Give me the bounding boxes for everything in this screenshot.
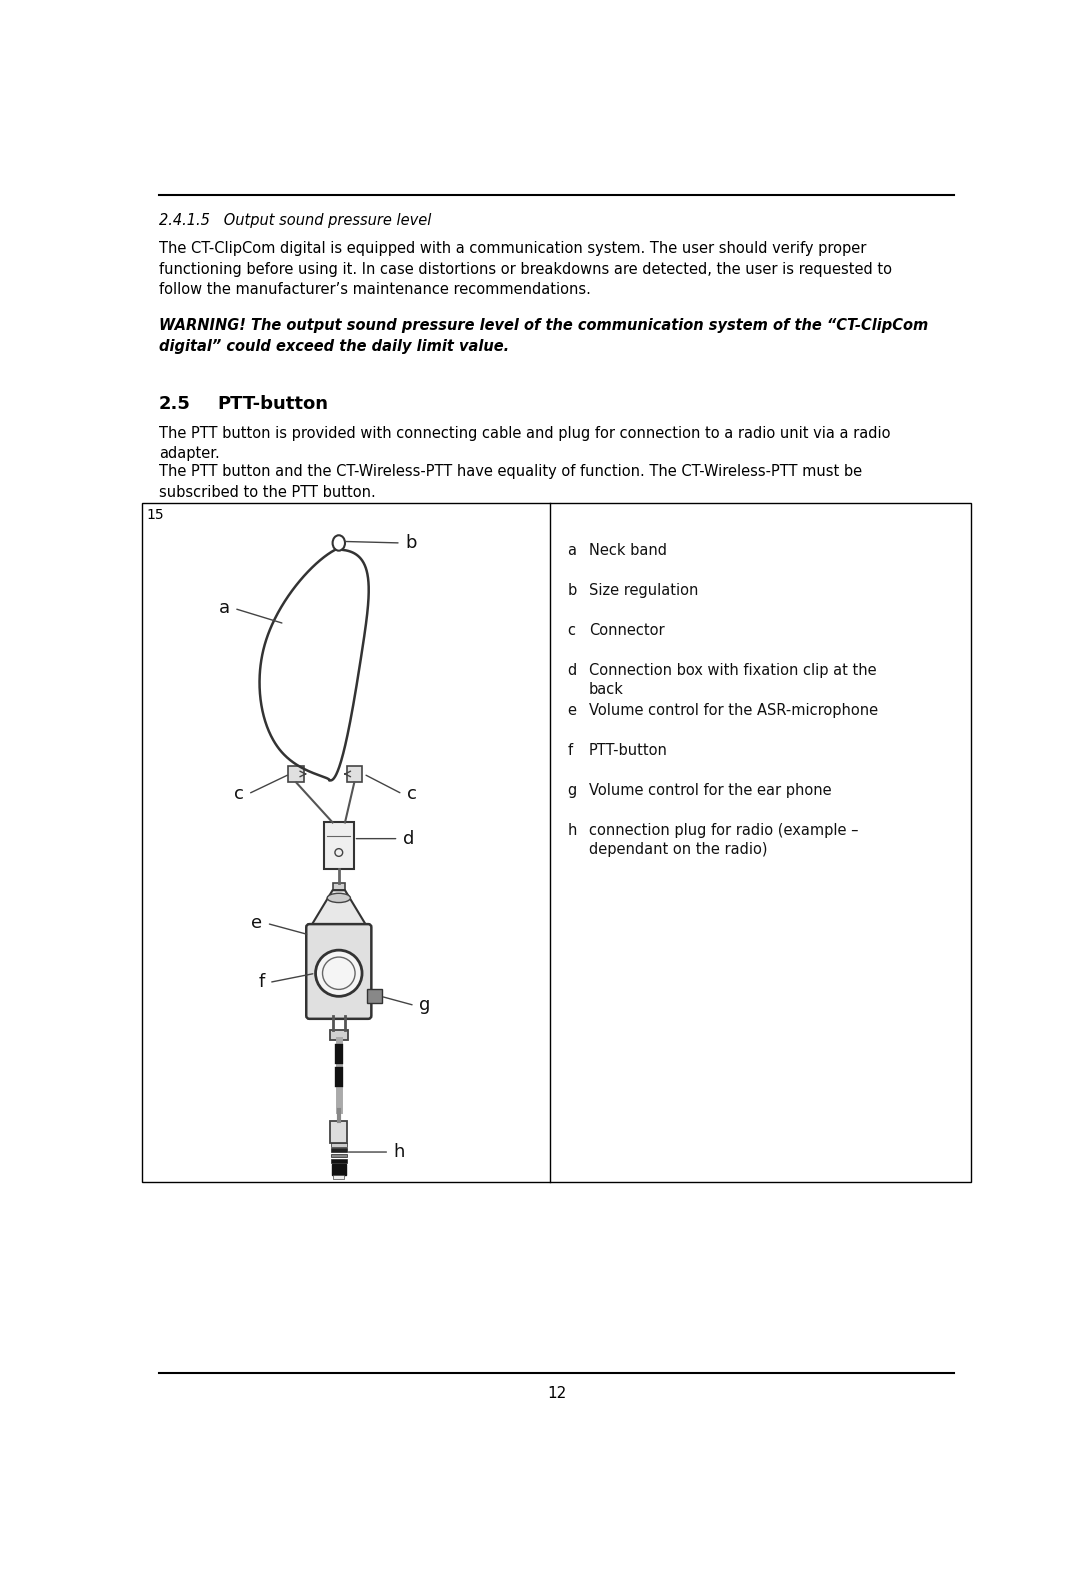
- Text: 12: 12: [547, 1386, 566, 1402]
- Ellipse shape: [327, 893, 351, 903]
- Text: Volume control for the ASR-microphone: Volume control for the ASR-microphone: [589, 703, 879, 719]
- Bar: [332, 1164, 345, 1175]
- Text: PTT-button: PTT-button: [589, 742, 668, 758]
- Bar: [331, 1159, 346, 1162]
- Bar: [331, 1144, 346, 1147]
- Text: d: d: [403, 829, 415, 848]
- Bar: [333, 1175, 344, 1180]
- Bar: [346, 766, 362, 782]
- Text: h: h: [394, 1144, 405, 1161]
- Text: a: a: [567, 543, 577, 558]
- Text: 2.5: 2.5: [159, 395, 191, 414]
- Text: c: c: [233, 785, 243, 802]
- Text: Neck band: Neck band: [589, 543, 667, 558]
- Text: b: b: [405, 533, 417, 552]
- Text: Connector: Connector: [589, 623, 665, 639]
- Text: e: e: [251, 914, 262, 933]
- Text: e: e: [567, 703, 577, 719]
- Text: connection plug for radio (example –
dependant on the radio): connection plug for radio (example – dep…: [589, 823, 859, 857]
- FancyBboxPatch shape: [306, 923, 371, 1019]
- Polygon shape: [310, 890, 368, 928]
- Text: c: c: [407, 785, 417, 802]
- Text: h: h: [567, 823, 577, 838]
- Text: WARNING! The output sound pressure level of the communication system of the “CT-: WARNING! The output sound pressure level…: [159, 318, 929, 354]
- Text: Connection box with fixation clip at the
back: Connection box with fixation clip at the…: [589, 664, 876, 697]
- Bar: [331, 1148, 346, 1151]
- FancyBboxPatch shape: [324, 823, 354, 868]
- Text: Volume control for the ear phone: Volume control for the ear phone: [589, 783, 832, 798]
- Text: 2.4.1.5   Output sound pressure level: 2.4.1.5 Output sound pressure level: [159, 214, 431, 228]
- Text: f: f: [567, 742, 572, 758]
- Bar: [142, 503, 971, 1181]
- Text: d: d: [567, 664, 577, 678]
- Text: The PTT button is provided with connecting cable and plug for connection to a ra: The PTT button is provided with connecti…: [159, 426, 891, 461]
- Text: 15: 15: [147, 508, 164, 522]
- Bar: [332, 882, 345, 890]
- Bar: [330, 1122, 348, 1144]
- Text: Size regulation: Size regulation: [589, 584, 698, 598]
- Text: g: g: [567, 783, 577, 798]
- Bar: [331, 1153, 346, 1158]
- Text: c: c: [567, 623, 576, 639]
- Circle shape: [316, 950, 362, 996]
- Text: b: b: [567, 584, 577, 598]
- Text: f: f: [258, 974, 264, 991]
- Bar: [329, 1030, 349, 1040]
- Bar: [289, 766, 304, 782]
- Text: g: g: [419, 997, 431, 1015]
- Text: The PTT button and the CT-Wireless-PTT have equality of function. The CT-Wireles: The PTT button and the CT-Wireless-PTT h…: [159, 464, 862, 500]
- Text: The CT-ClipCom digital is equipped with a communication system. The user should : The CT-ClipCom digital is equipped with …: [159, 241, 892, 297]
- Text: a: a: [218, 599, 229, 618]
- Bar: [367, 989, 382, 1004]
- Text: PTT-button: PTT-button: [217, 395, 328, 414]
